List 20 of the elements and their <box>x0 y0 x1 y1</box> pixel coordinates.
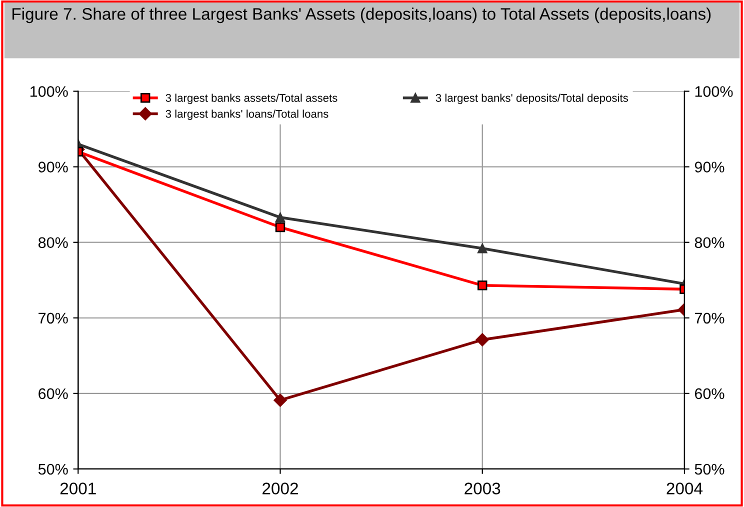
x-tick-label: 2001 <box>60 482 96 494</box>
chart-title: Figure 7. Share of three Largest Banks' Assets (deposits,loans) to Total Assets (deposits,loans) <box>12 8 711 24</box>
legend-label: 3 largest banks' loans/Total loans <box>166 110 328 120</box>
y-tick-label: 60% <box>38 388 68 400</box>
legend-label: 3 largest banks assets/Total assets <box>166 94 338 104</box>
y2-tick-label: 100% <box>695 86 733 97</box>
y2-tick-label: 60% <box>694 388 724 400</box>
x-tick-label: 2003 <box>464 482 500 494</box>
y2-tick-label: 50% <box>694 464 724 475</box>
y-tick-label: 100% <box>30 86 68 97</box>
y2-tick-label: 70% <box>694 312 724 324</box>
x-tick-label: 2002 <box>262 482 298 494</box>
legend-label: 3 largest banks' deposits/Total deposits <box>436 94 628 104</box>
x-tick-label: 2004 <box>666 482 703 494</box>
y-tick-label: 50% <box>38 464 68 475</box>
y-tick-label: 70% <box>38 312 68 324</box>
y-tick-label: 90% <box>38 162 68 172</box>
y2-tick-label: 90% <box>694 162 724 172</box>
y-tick-label: 80% <box>38 237 68 248</box>
y2-tick-label: 80% <box>694 237 724 248</box>
